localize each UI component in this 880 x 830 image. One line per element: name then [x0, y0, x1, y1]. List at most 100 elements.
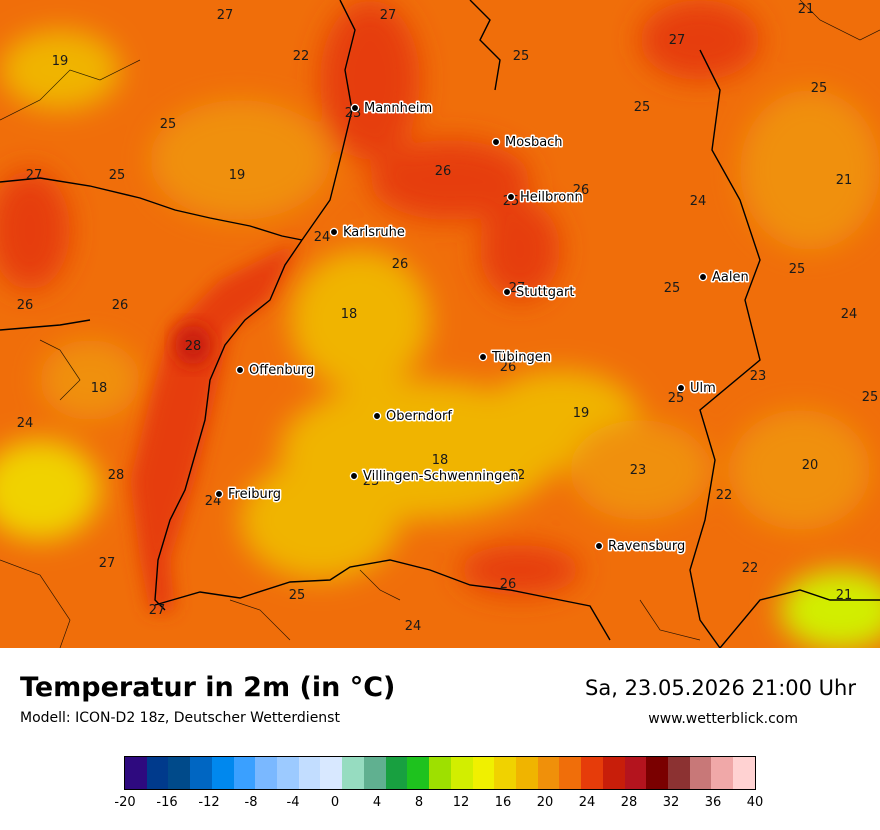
- city-dot: [329, 227, 339, 237]
- city-dot: [676, 383, 686, 393]
- map-footer: Temperatur in 2m (in °C) Modell: ICON-D2…: [0, 648, 880, 830]
- temperature-value: 26: [112, 298, 129, 313]
- city-label: Ulm: [690, 381, 716, 396]
- legend-tick-label: -8: [244, 795, 258, 810]
- rhine-valley-warm-band: [130, 240, 300, 612]
- city-dot: [214, 489, 224, 499]
- city-oberndorf: Oberndorf: [372, 408, 454, 426]
- city-label: Offenburg: [249, 363, 314, 378]
- city-dot: [372, 411, 382, 421]
- legend-tick-label: 36: [704, 795, 722, 810]
- legend-tick-label: -4: [286, 795, 300, 810]
- temperature-value: 24: [690, 194, 707, 209]
- website-link[interactable]: www.wetterblick.com: [648, 711, 798, 727]
- legend-tick-label: 16: [494, 795, 512, 810]
- legend-swatch: [255, 757, 278, 789]
- legend-swatch: [711, 757, 734, 789]
- temperature-value: 25: [109, 168, 126, 183]
- legend-tick-label: 40: [746, 795, 764, 810]
- temperature-value: 25: [513, 49, 530, 64]
- city-aalen: Aalen: [698, 269, 750, 287]
- temperature-value: 18: [91, 381, 108, 396]
- temperature-value: 25: [634, 100, 651, 115]
- legend-swatch: [125, 757, 147, 789]
- city-markers: Mannheim Mosbach Heilbronn Karlsruhe Stuttga…: [214, 100, 750, 556]
- legend-tick-label: 8: [414, 795, 424, 810]
- temperature-value: 25: [664, 281, 681, 296]
- temperature-value: 24: [314, 230, 331, 245]
- legend-swatch: [342, 757, 364, 789]
- legend-swatch: [559, 757, 582, 789]
- temperature-value: 27: [669, 33, 686, 48]
- legend-tick-label: 24: [578, 795, 596, 810]
- city-label: Mosbach: [505, 135, 563, 150]
- city-dot: [350, 103, 360, 113]
- legend-swatch: [429, 757, 451, 789]
- temperature-value: 26: [500, 577, 517, 592]
- legend-tick-label: 12: [452, 795, 470, 810]
- city-label: Mannheim: [364, 101, 432, 116]
- city-dot: [349, 471, 359, 481]
- legend-swatch: [689, 757, 712, 789]
- color-legend: -20 -16 -12 -8 -4 0 4 8 12 16 20 24 28 32 36 40: [114, 756, 763, 828]
- temperature-value: 22: [509, 468, 526, 483]
- city-stuttgart: Stuttgart: [502, 284, 576, 302]
- city-offenburg: Offenburg: [235, 362, 316, 380]
- city-label: Karlsruhe: [343, 225, 405, 240]
- temperature-map: 27 27 21 19 22 25 27 25 25 23 25 26 27 25 19 21 26 24 25 24…: [0, 0, 880, 648]
- temperature-value: 25: [289, 588, 306, 603]
- legend-swatch: [168, 757, 191, 789]
- temperature-value: 22: [293, 49, 310, 64]
- temperature-value: 23: [750, 369, 767, 384]
- city-t-bingen: Tübingen: [478, 349, 553, 367]
- temperature-value: 21: [798, 2, 815, 17]
- temperature-value: 24: [841, 307, 858, 322]
- legend-swatch: [190, 757, 212, 789]
- temperature-value: 26: [17, 298, 34, 313]
- city-label: Ravensburg: [608, 539, 685, 554]
- legend-tick-label: 32: [662, 795, 680, 810]
- temperature-value: 25: [862, 390, 879, 405]
- temperature-value: 19: [52, 54, 69, 69]
- legend-tick-label: 20: [536, 795, 554, 810]
- city-dot: [502, 287, 512, 297]
- city-label: Tübingen: [491, 350, 551, 365]
- legend-swatch: [407, 757, 430, 789]
- temperature-value: 25: [789, 262, 806, 277]
- temperature-value: 19: [573, 406, 590, 421]
- model-info: Modell: ICON-D2 18z, Deutscher Wetterdie…: [20, 710, 340, 726]
- city-label: Heilbronn: [520, 190, 583, 205]
- temperature-value: 18: [341, 307, 358, 322]
- city-ravensburg: Ravensburg: [594, 538, 687, 556]
- temperature-value: 26: [573, 183, 590, 198]
- legend-tick-label: 4: [372, 795, 382, 810]
- temperature-value: 28: [108, 468, 125, 483]
- city-dot: [594, 541, 604, 551]
- legend-swatch: [581, 757, 603, 789]
- legend-swatch: [472, 757, 495, 789]
- temperature-value: 25: [811, 81, 828, 96]
- temperature-field: [0, 0, 880, 648]
- value-labels: 27 27 21 19 22 25 27 25 25 23 25 26 27 25 19 21 26 24 25 24…: [17, 2, 879, 634]
- legend-swatch: [494, 757, 516, 789]
- city-karlsruhe: Karlsruhe: [329, 224, 406, 242]
- city-heilbronn: Heilbronn: [506, 189, 584, 207]
- legend-swatch: [515, 757, 538, 789]
- city-label: Villingen-Schwenningen: [363, 469, 519, 484]
- temperature-value: 21: [836, 588, 853, 603]
- temperature-value: 25: [668, 391, 685, 406]
- temperature-value: 27: [26, 168, 43, 183]
- map-background: [0, 0, 880, 648]
- legend-swatch: [146, 757, 169, 789]
- temperature-value: 26: [435, 164, 452, 179]
- temperature-value: 26: [500, 360, 517, 375]
- legend-swatch: [624, 757, 647, 789]
- legend-swatch: [385, 757, 408, 789]
- city-dot: [698, 272, 708, 282]
- legend-swatch: [667, 757, 690, 789]
- city-dot: [235, 365, 245, 375]
- city-ulm: Ulm: [676, 380, 717, 398]
- legend-swatch: [450, 757, 473, 789]
- forecast-datetime: Sa, 23.05.2026 21:00 Uhr: [585, 676, 856, 700]
- temperature-value: 28: [185, 339, 202, 354]
